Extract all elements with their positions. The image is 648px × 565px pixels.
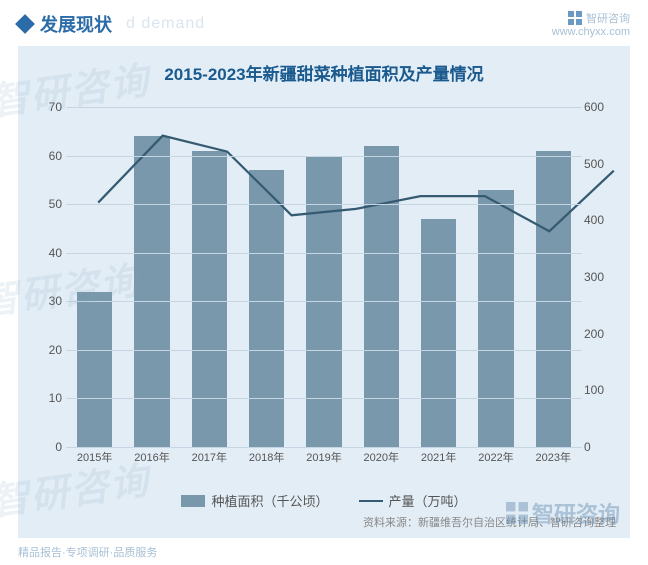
header-right: 智研咨询 www.chyxx.com bbox=[552, 10, 630, 38]
y-left-tick: 60 bbox=[38, 149, 62, 163]
bar bbox=[536, 151, 572, 447]
bar bbox=[249, 170, 285, 447]
grid-line bbox=[66, 156, 582, 157]
bars-group: 2015年2016年2017年2018年2019年2020年2021年2022年… bbox=[66, 107, 582, 447]
footer-left: 精品报告·专项调研·品质服务 bbox=[18, 544, 157, 560]
y-right-tick: 500 bbox=[584, 157, 612, 171]
y-right-tick: 600 bbox=[584, 100, 612, 114]
bar-slot: 2018年 bbox=[238, 107, 295, 447]
grid-line bbox=[66, 253, 582, 254]
y-left-tick: 20 bbox=[38, 343, 62, 357]
x-tick: 2019年 bbox=[306, 449, 341, 465]
legend-bar-label: 种植面积（千公顷） bbox=[211, 491, 328, 510]
brand-name: 智研咨询 bbox=[586, 10, 630, 26]
chart-container: 2015-2023年新疆甜菜种植面积及产量情况 2015年2016年2017年2… bbox=[18, 46, 630, 538]
y-right-tick: 300 bbox=[584, 270, 612, 284]
bar bbox=[134, 136, 170, 447]
diamond-icon bbox=[15, 14, 35, 34]
legend-line-swatch bbox=[359, 500, 383, 502]
y-left-tick: 50 bbox=[38, 197, 62, 211]
plot-area: 2015年2016年2017年2018年2019年2020年2021年2022年… bbox=[34, 97, 614, 467]
brand-url: www.chyxx.com bbox=[552, 26, 630, 38]
x-tick: 2022年 bbox=[478, 449, 513, 465]
grid-line bbox=[66, 350, 582, 351]
bar bbox=[77, 292, 113, 447]
watermark-logo: 智研咨询 bbox=[506, 497, 620, 529]
page-footer: 精品报告·专项调研·品质服务 bbox=[0, 538, 648, 560]
grid-line bbox=[66, 107, 582, 108]
grid-line bbox=[66, 447, 582, 448]
bar bbox=[192, 151, 228, 447]
y-left-tick: 10 bbox=[38, 391, 62, 405]
header-left: 发展现状 d demand bbox=[18, 11, 205, 37]
x-tick: 2018年 bbox=[249, 449, 284, 465]
y-left-tick: 40 bbox=[38, 246, 62, 260]
bar-slot: 2019年 bbox=[295, 107, 352, 447]
grid-line bbox=[66, 398, 582, 399]
header-title: 发展现状 bbox=[40, 11, 112, 37]
bar bbox=[364, 146, 400, 447]
bar-slot: 2017年 bbox=[181, 107, 238, 447]
y-left-tick: 70 bbox=[38, 100, 62, 114]
chart-title: 2015-2023年新疆甜菜种植面积及产量情况 bbox=[28, 60, 620, 85]
legend-bar-swatch bbox=[181, 495, 205, 507]
bar-slot: 2020年 bbox=[353, 107, 410, 447]
bar-slot: 2021年 bbox=[410, 107, 467, 447]
x-tick: 2021年 bbox=[421, 449, 456, 465]
bar-slot: 2015年 bbox=[66, 107, 123, 447]
x-tick: 2020年 bbox=[364, 449, 399, 465]
legend-line-label: 产量（万吨） bbox=[389, 491, 467, 510]
x-tick: 2016年 bbox=[134, 449, 169, 465]
y-right-tick: 200 bbox=[584, 327, 612, 341]
bar-slot: 2022年 bbox=[467, 107, 524, 447]
grid-line bbox=[66, 301, 582, 302]
y-right-tick: 400 bbox=[584, 213, 612, 227]
bar bbox=[478, 190, 514, 447]
header-subtitle: d demand bbox=[126, 15, 205, 33]
y-right-tick: 100 bbox=[584, 383, 612, 397]
y-left-tick: 30 bbox=[38, 294, 62, 308]
y-right-tick: 0 bbox=[584, 440, 612, 454]
page-header: 发展现状 d demand 智研咨询 www.chyxx.com bbox=[0, 0, 648, 46]
bar-slot: 2023年 bbox=[525, 107, 582, 447]
y-left-tick: 0 bbox=[38, 440, 62, 454]
legend-bar-item: 种植面积（千公顷） bbox=[181, 491, 328, 510]
x-tick: 2017年 bbox=[192, 449, 227, 465]
brand-icon bbox=[568, 11, 582, 25]
grid-line bbox=[66, 204, 582, 205]
bar-slot: 2016年 bbox=[123, 107, 180, 447]
legend-line-item: 产量（万吨） bbox=[359, 491, 467, 510]
x-tick: 2015年 bbox=[77, 449, 112, 465]
x-tick: 2023年 bbox=[536, 449, 571, 465]
